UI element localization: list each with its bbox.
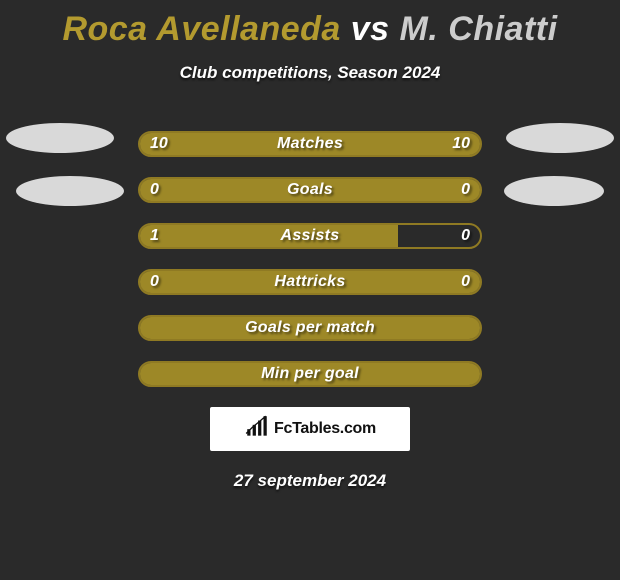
stat-row: Goals per match — [138, 315, 482, 341]
stat-row: 00Hattricks — [138, 269, 482, 295]
stat-label: Goals — [140, 179, 480, 201]
badge-text: FcTables.com — [274, 420, 376, 438]
stat-row: 00Goals — [138, 177, 482, 203]
stat-row: Min per goal — [138, 361, 482, 387]
fctables-badge[interactable]: FcTables.com — [210, 407, 410, 451]
date-text: 27 september 2024 — [0, 471, 620, 491]
stat-label: Hattricks — [140, 271, 480, 293]
bar-chart-icon — [244, 414, 270, 445]
page-title: Roca Avellaneda vs M. Chiatti — [0, 0, 620, 49]
subtitle: Club competitions, Season 2024 — [0, 63, 620, 83]
player1-name: Roca Avellaneda — [62, 10, 340, 48]
player2-name: M. Chiatti — [400, 10, 558, 48]
stat-label: Matches — [140, 133, 480, 155]
vs-text: vs — [351, 10, 390, 48]
stat-label: Goals per match — [140, 317, 480, 339]
stat-row: 10Assists — [138, 223, 482, 249]
stat-label: Assists — [140, 225, 480, 247]
stats-container: 1010Matches 00Goals 10Assists 00Hattricks Go… — [0, 131, 620, 387]
stat-label: Min per goal — [140, 363, 480, 385]
stat-row: 1010Matches — [138, 131, 482, 157]
